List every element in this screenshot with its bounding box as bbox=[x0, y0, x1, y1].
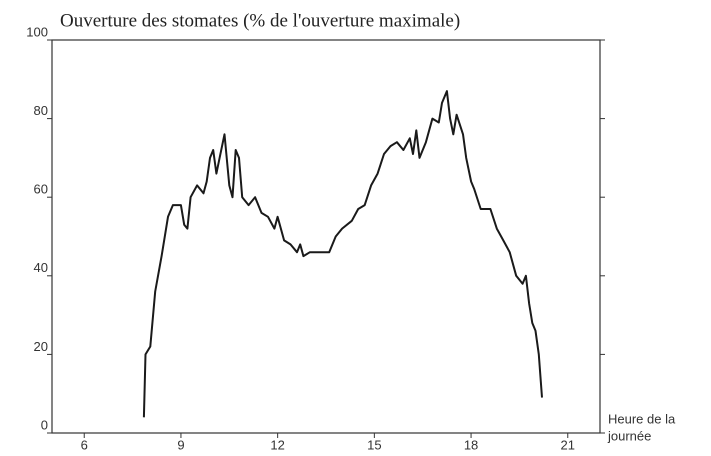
x-tick-label: 9 bbox=[177, 437, 184, 452]
y-tick-label: 80 bbox=[34, 103, 48, 118]
y-tick-label: 60 bbox=[34, 182, 48, 197]
x-tick-label: 18 bbox=[464, 437, 478, 452]
y-tick-label: 40 bbox=[34, 260, 48, 275]
chart-title: Ouverture des stomates (% de l'ouverture… bbox=[60, 10, 460, 31]
y-tick-label: 100 bbox=[26, 24, 48, 39]
x-axis-label: journée bbox=[607, 428, 651, 443]
x-tick-label: 21 bbox=[561, 437, 575, 452]
y-tick-label: 20 bbox=[34, 339, 48, 354]
x-tick-label: 15 bbox=[367, 437, 381, 452]
data-line bbox=[142, 90, 543, 418]
plot-frame bbox=[51, 39, 601, 434]
y-tick-label: 0 bbox=[41, 417, 48, 432]
x-axis-label: Heure de la bbox=[608, 411, 676, 426]
x-tick-label: 12 bbox=[270, 437, 284, 452]
x-tick-label: 6 bbox=[81, 437, 88, 452]
